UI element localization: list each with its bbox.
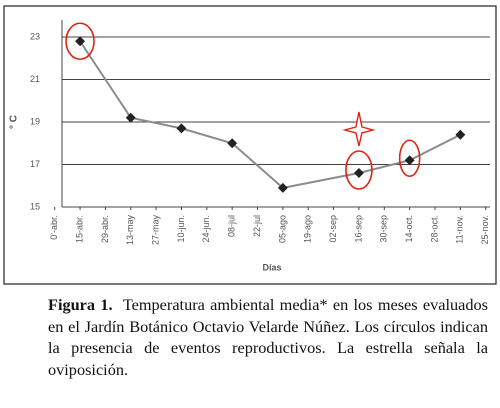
- event-circle: [65, 22, 95, 61]
- x-tick-label: 30-sep: [379, 215, 389, 243]
- y-axis-label: ° C: [9, 115, 20, 129]
- x-tick-label: 16-sep: [353, 215, 363, 243]
- series-line: [79, 40, 461, 189]
- x-tick-label: 14-oct.: [404, 215, 414, 243]
- x-tick-label: 19-ago: [303, 215, 313, 243]
- x-tick-label: 10-jun.: [176, 215, 186, 243]
- event-circle: [398, 139, 421, 178]
- caption-label: Figura 1.: [48, 295, 113, 314]
- data-point: [75, 36, 86, 47]
- caption: Figura 1. Temperatura ambiental media* e…: [48, 294, 488, 380]
- event-circle: [345, 150, 373, 190]
- chart: ° C Días 15 17 19 21 23 0'-abr. 15-abr. 29-abr.…: [3, 5, 497, 285]
- data-point: [455, 129, 466, 140]
- x-tick-label: 15-abr.: [74, 215, 84, 243]
- x-tick-label: 08-jul: [227, 215, 237, 237]
- x-tick-label: 05-ago: [277, 215, 287, 243]
- y-tick-label: 23: [30, 31, 40, 41]
- y-tick-label: 19: [30, 116, 40, 126]
- x-tick-label: 22-jul: [252, 215, 262, 237]
- x-tick-label: 28-oct.: [429, 215, 439, 243]
- annotations: [65, 22, 421, 190]
- x-tick-label: 29-abr.: [100, 215, 110, 243]
- data-point: [353, 168, 364, 178]
- x-axis-label: Días: [262, 262, 281, 272]
- figure-frame: [3, 5, 497, 285]
- x-tick-label: 02-sep: [328, 215, 338, 243]
- x-tick-label: 24-jun.: [201, 215, 211, 243]
- oviposition-star: [342, 111, 376, 147]
- x-tick-label: 0'-abr.: [49, 215, 59, 240]
- x-tick-label: 27-may: [150, 215, 160, 246]
- data-point: [404, 155, 415, 166]
- x-tick-label: 11-nov.: [455, 215, 465, 244]
- y-tick-label: 15: [30, 201, 40, 211]
- x-tick-label: 13-may: [125, 215, 135, 246]
- y-tick-label: 17: [30, 159, 40, 169]
- caption-text: Temperatura ambiental media* en los mese…: [48, 295, 488, 379]
- data-point: [227, 138, 238, 149]
- y-tick-label: 21: [30, 74, 40, 84]
- data-point: [277, 182, 288, 193]
- data-point: [176, 123, 187, 134]
- x-tick-label: 25-nov.: [480, 215, 490, 244]
